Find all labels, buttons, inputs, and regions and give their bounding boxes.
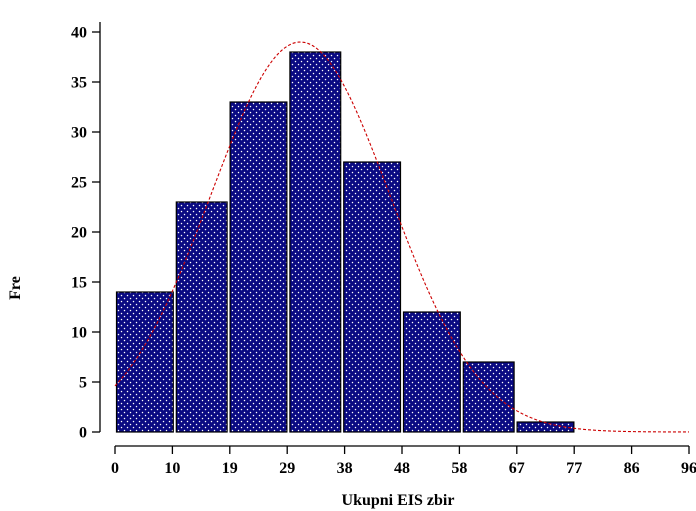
x-tick-label: 86	[624, 460, 640, 477]
x-axis-title: Ukupni EIS zbir	[342, 492, 455, 509]
x-tick-label: 10	[164, 460, 180, 477]
x-tick-label: 67	[509, 460, 525, 477]
x-tick-label: 58	[451, 460, 467, 477]
y-tick-label: 30	[71, 125, 87, 142]
axes-layer: 0 5 10 15 20 25 30 35 40 0 10 19 29 38 48 58 67 77 86 96	[71, 22, 696, 477]
x-tick-label: 77	[566, 460, 582, 477]
y-tick-label: 20	[71, 225, 87, 242]
histogram-bar-0	[115, 291, 174, 433]
histogram-bar-4	[343, 161, 402, 433]
normal-curve	[114, 41, 690, 433]
y-axis-title: Fre	[7, 276, 24, 300]
histogram-bar-6	[462, 361, 515, 433]
y-tick-label: 15	[71, 275, 87, 292]
histogram-bar-2	[229, 101, 288, 433]
x-tick-label: 19	[222, 460, 238, 477]
y-tick-label: 5	[79, 375, 87, 392]
bars-layer	[115, 51, 575, 433]
histogram-bar-1	[175, 201, 228, 433]
histogram-bar-3	[289, 51, 342, 433]
y-tick-label: 25	[71, 175, 87, 192]
y-tick-label: 35	[71, 75, 87, 92]
histogram-bar-5	[402, 311, 461, 433]
x-tick-label: 96	[681, 460, 696, 477]
x-tick-label: 0	[111, 460, 119, 477]
y-tick-label: 10	[71, 325, 87, 342]
y-tick-label: 40	[71, 25, 87, 42]
y-tick-label: 0	[79, 425, 87, 442]
curve-layer	[114, 41, 690, 433]
x-tick-label: 29	[279, 460, 295, 477]
x-tick-label: 38	[337, 460, 353, 477]
histogram-bar-7	[516, 421, 575, 433]
x-tick-label: 48	[394, 460, 410, 477]
